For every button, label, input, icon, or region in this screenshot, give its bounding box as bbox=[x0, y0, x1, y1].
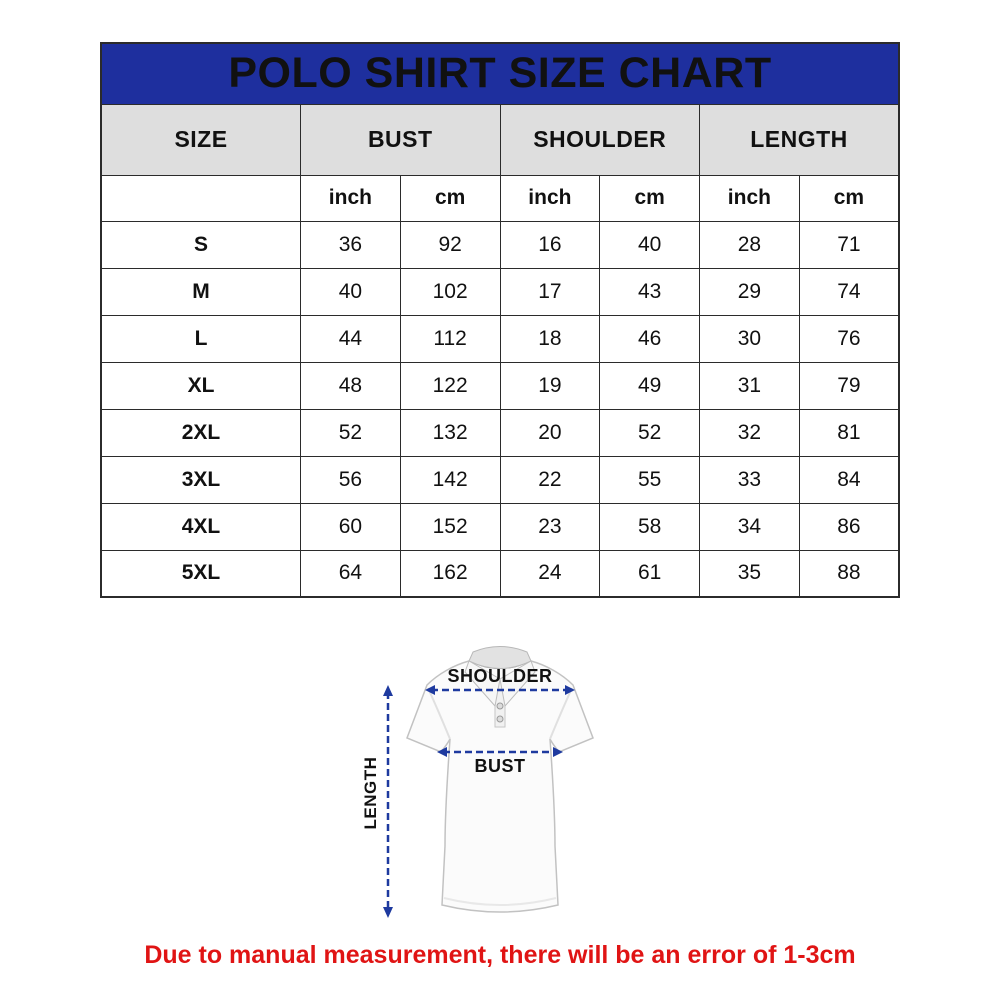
cell-value: 28 bbox=[699, 220, 800, 269]
table-row-3xl: 3XL 56 142 22 55 33 84 bbox=[100, 455, 900, 504]
measurement-disclaimer: Due to manual measurement, there will be… bbox=[144, 941, 856, 969]
cell-value: 122 bbox=[399, 361, 501, 410]
size-chart: POLO SHIRT SIZE CHART SIZE BUST SHOULDER… bbox=[100, 42, 900, 598]
measurement-arrows bbox=[383, 685, 575, 918]
col-header-shoulder: SHOULDER bbox=[499, 103, 700, 176]
size-label: L bbox=[100, 314, 301, 363]
size-label: 5XL bbox=[100, 549, 301, 598]
cell-value: 64 bbox=[300, 549, 401, 598]
cell-value: 16 bbox=[499, 220, 601, 269]
table-row-m: M 40 102 17 43 29 74 bbox=[100, 267, 900, 316]
cell-value: 74 bbox=[798, 267, 900, 316]
cell-value: 84 bbox=[798, 455, 900, 504]
cell-value: 29 bbox=[699, 267, 800, 316]
size-chart-table: POLO SHIRT SIZE CHART SIZE BUST SHOULDER… bbox=[100, 42, 900, 598]
cell-value: 58 bbox=[599, 502, 700, 551]
cell-value: 55 bbox=[599, 455, 700, 504]
cell-value: 81 bbox=[798, 408, 900, 457]
cell-value: 40 bbox=[599, 220, 700, 269]
unit-bust-cm: cm bbox=[399, 174, 501, 222]
cell-value: 18 bbox=[499, 314, 601, 363]
cell-value: 23 bbox=[499, 502, 601, 551]
cell-value: 86 bbox=[798, 502, 900, 551]
bust-label: BUST bbox=[474, 756, 526, 776]
cell-value: 102 bbox=[399, 267, 501, 316]
size-label: 3XL bbox=[100, 455, 301, 504]
cell-value: 44 bbox=[300, 314, 401, 363]
cell-value: 71 bbox=[798, 220, 900, 269]
title-row: POLO SHIRT SIZE CHART bbox=[100, 42, 900, 105]
table-row-5xl: 5XL 64 162 24 61 35 88 bbox=[100, 549, 900, 598]
measurement-diagram: SHOULDER BUST LENGTH bbox=[330, 630, 680, 940]
cell-value: 88 bbox=[798, 549, 900, 598]
table-row-s: S 36 92 16 40 28 71 bbox=[100, 220, 900, 269]
polo-shirt-illustration bbox=[406, 646, 594, 913]
col-header-bust: BUST bbox=[300, 103, 501, 176]
cell-value: 24 bbox=[499, 549, 601, 598]
cell-value: 22 bbox=[499, 455, 601, 504]
cell-value: 32 bbox=[699, 408, 800, 457]
cell-value: 92 bbox=[399, 220, 501, 269]
unit-shoulder-cm: cm bbox=[599, 174, 700, 222]
cell-value: 152 bbox=[399, 502, 501, 551]
length-label: LENGTH bbox=[361, 756, 380, 830]
cell-value: 52 bbox=[300, 408, 401, 457]
table-row-xl: XL 48 122 19 49 31 79 bbox=[100, 361, 900, 410]
col-header-size: SIZE bbox=[100, 103, 301, 176]
cell-value: 60 bbox=[300, 502, 401, 551]
cell-value: 40 bbox=[300, 267, 401, 316]
cell-value: 30 bbox=[699, 314, 800, 363]
unit-length-cm: cm bbox=[798, 174, 900, 222]
cell-value: 31 bbox=[699, 361, 800, 410]
cell-value: 112 bbox=[399, 314, 501, 363]
column-header-row: SIZE BUST SHOULDER LENGTH bbox=[100, 103, 900, 176]
cell-value: 49 bbox=[599, 361, 700, 410]
cell-value: 61 bbox=[599, 549, 700, 598]
cell-value: 19 bbox=[499, 361, 601, 410]
cell-value: 142 bbox=[399, 455, 501, 504]
size-label: 4XL bbox=[100, 502, 301, 551]
cell-value: 52 bbox=[599, 408, 700, 457]
size-label: 2XL bbox=[100, 408, 301, 457]
unit-length-inch: inch bbox=[699, 174, 800, 222]
size-label: XL bbox=[100, 361, 301, 410]
size-label: S bbox=[100, 220, 301, 269]
cell-value: 56 bbox=[300, 455, 401, 504]
unit-spacer bbox=[100, 174, 301, 222]
cell-value: 43 bbox=[599, 267, 700, 316]
page-title: POLO SHIRT SIZE CHART bbox=[100, 42, 900, 105]
col-header-length: LENGTH bbox=[699, 103, 900, 176]
cell-value: 36 bbox=[300, 220, 401, 269]
cell-value: 34 bbox=[699, 502, 800, 551]
cell-value: 79 bbox=[798, 361, 900, 410]
cell-value: 48 bbox=[300, 361, 401, 410]
cell-value: 35 bbox=[699, 549, 800, 598]
cell-value: 76 bbox=[798, 314, 900, 363]
cell-value: 46 bbox=[599, 314, 700, 363]
table-row-l: L 44 112 18 46 30 76 bbox=[100, 314, 900, 363]
table-row-4xl: 4XL 60 152 23 58 34 86 bbox=[100, 502, 900, 551]
unit-bust-inch: inch bbox=[300, 174, 401, 222]
unit-header-row: inch cm inch cm inch cm bbox=[100, 174, 900, 222]
cell-value: 17 bbox=[499, 267, 601, 316]
unit-shoulder-inch: inch bbox=[499, 174, 601, 222]
size-label: M bbox=[100, 267, 301, 316]
cell-value: 132 bbox=[399, 408, 501, 457]
cell-value: 20 bbox=[499, 408, 601, 457]
shoulder-label: SHOULDER bbox=[447, 666, 553, 686]
cell-value: 162 bbox=[399, 549, 501, 598]
cell-value: 33 bbox=[699, 455, 800, 504]
table-row-2xl: 2XL 52 132 20 52 32 81 bbox=[100, 408, 900, 457]
